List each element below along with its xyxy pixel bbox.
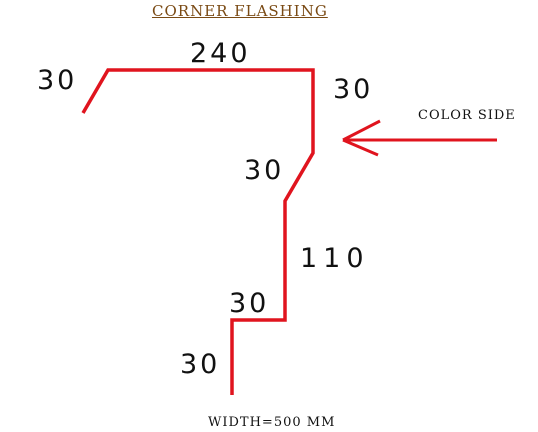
dimension-angled-segment: 30 (244, 155, 285, 186)
width-note: WIDTH=500 MM (208, 415, 336, 430)
dimension-bottom-step: 30 (229, 288, 270, 319)
dimension-top-span: 240 (190, 38, 251, 69)
flashing-profile-line (81, 68, 315, 395)
diagram-title: CORNER FLASHING (152, 2, 328, 20)
dimension-vertical-segment: 110 (300, 243, 370, 274)
color-side-arrow (342, 119, 497, 157)
dimension-right-drop: 30 (333, 74, 374, 105)
dimension-bottom-leg: 30 (180, 349, 221, 380)
color-side-label: COLOR SIDE (418, 108, 516, 123)
dimension-top-left-lip: 30 (37, 65, 78, 96)
